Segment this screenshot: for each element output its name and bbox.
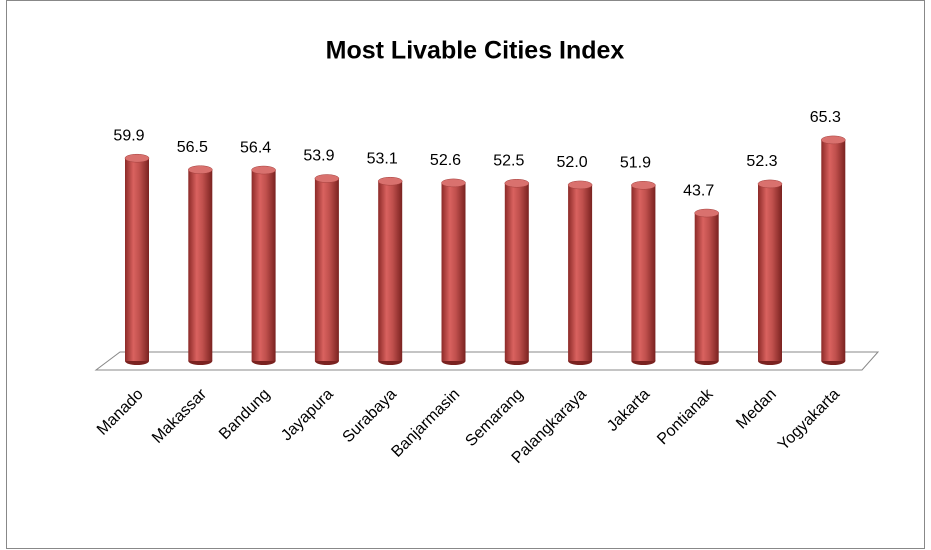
data-label: 43.7 <box>683 182 714 199</box>
data-label: 65.3 <box>810 109 841 126</box>
bar-top <box>188 165 213 174</box>
bar <box>125 158 149 361</box>
floor <box>94 351 880 371</box>
bar-top <box>821 135 846 145</box>
bar-top <box>567 180 593 190</box>
bar-top <box>757 179 783 189</box>
data-label: 52.0 <box>557 154 588 171</box>
bar-top <box>631 181 656 190</box>
bar <box>821 139 846 361</box>
chart-title: Most Livable Cities Index <box>326 37 625 65</box>
data-label: 56.4 <box>240 139 271 156</box>
bar-top <box>504 179 530 188</box>
bar <box>694 213 719 361</box>
data-label: 51.9 <box>620 155 651 172</box>
bar <box>441 182 466 361</box>
bar <box>504 183 529 361</box>
bar-top <box>694 208 719 218</box>
bar <box>631 185 656 361</box>
data-label: 53.1 <box>367 150 398 167</box>
bar-top <box>314 174 340 183</box>
bar <box>188 169 213 361</box>
bar-top <box>377 176 403 186</box>
bar-top <box>124 153 150 163</box>
bar <box>568 184 593 361</box>
data-label: 52.6 <box>430 152 461 169</box>
bar <box>314 178 339 361</box>
data-label: 59.9 <box>113 127 144 144</box>
data-label: 52.3 <box>746 153 777 170</box>
bar <box>758 183 782 361</box>
bar-top <box>441 178 466 188</box>
bar-top <box>251 165 276 175</box>
bar <box>251 170 276 361</box>
data-label: 56.5 <box>177 139 208 156</box>
data-label: 53.9 <box>303 148 334 165</box>
bar <box>378 181 403 361</box>
data-label: 52.5 <box>493 152 524 169</box>
